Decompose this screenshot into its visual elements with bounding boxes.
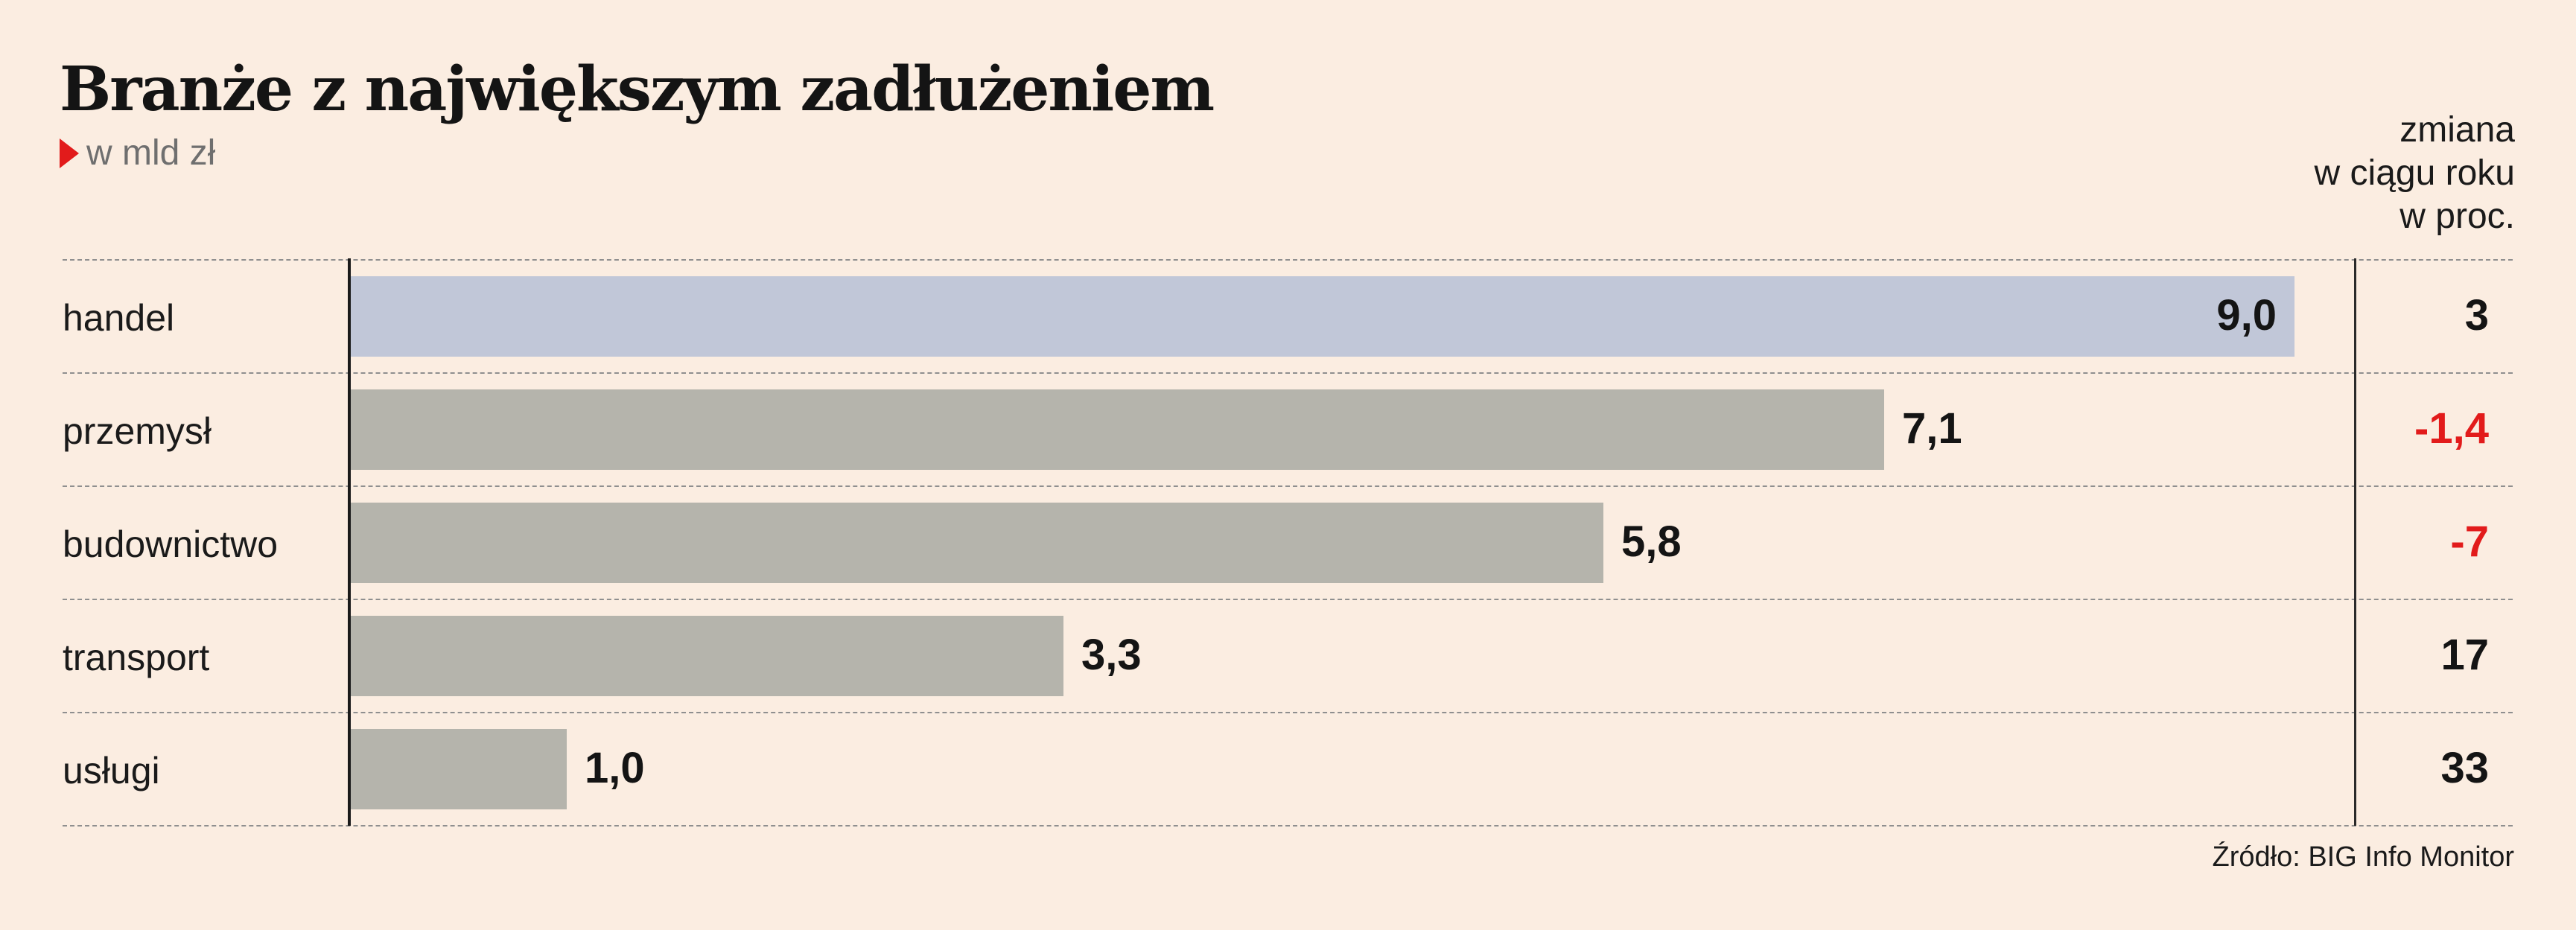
row-separator [63,599,2513,600]
change-value: 17 [2440,631,2489,679]
row-separator [63,712,2513,713]
bar-value-label: 9,0 [2216,291,2277,340]
row-separator [63,485,2513,487]
bar [351,276,2294,357]
change-value: 3 [2464,291,2489,340]
change-column-header: zmiana w ciągu roku w proc. [2315,109,2515,238]
change-header-line: w proc. [2400,197,2515,236]
category-label: usługi [63,750,160,792]
category-label: przemysł [63,410,212,452]
bar [351,389,1884,470]
bar-value-label: 1,0 [585,744,645,792]
row-separator [63,259,2513,261]
column-divider [2354,258,2356,826]
bar-value-label: 3,3 [1081,631,1142,679]
bar-value-label: 7,1 [1902,404,1962,453]
category-label: transport [63,637,210,678]
unit-label: w mld zł [86,133,216,173]
change-value: -7 [2450,517,2489,566]
chart-title: Branże z największym zadłużeniem [60,54,1215,125]
bar-value-label: 5,8 [1621,517,1682,566]
bar [351,503,1603,583]
category-label: handel [63,297,175,339]
change-value: 33 [2440,744,2489,792]
change-header-line: zmiana [2400,110,2515,150]
change-header-line: w ciągu roku [2314,153,2515,193]
row-separator [63,825,2513,827]
bar [351,729,567,809]
change-value: -1,4 [2414,404,2489,453]
red-triangle-icon [60,138,79,168]
source-note: Źródło: BIG Info Monitor [2212,841,2515,873]
bar [351,616,1063,696]
chart-subtitle: w mld zł [60,133,215,173]
value-axis-line [348,258,351,826]
row-separator [63,372,2513,374]
category-label: budownictwo [63,523,279,565]
